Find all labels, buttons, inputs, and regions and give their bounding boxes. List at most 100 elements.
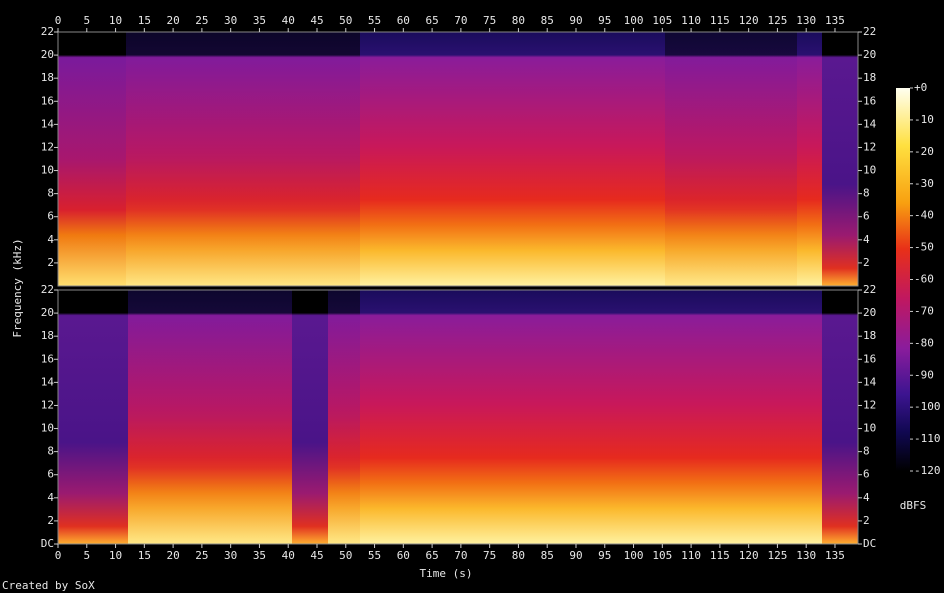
y-tick-label: 14 <box>41 117 55 130</box>
x-tick-label: 85 <box>541 14 554 27</box>
x-tick-label: 60 <box>397 549 410 562</box>
y-tick-label: 18 <box>41 329 54 342</box>
y-tick-label: 22 <box>863 283 876 296</box>
y-tick-label: 6 <box>47 210 54 223</box>
y-tick-label: 20 <box>863 306 876 319</box>
y-tick-label: 12 <box>863 140 876 153</box>
y-tick-label: 14 <box>863 117 877 130</box>
colorbar-tick-label: -20 <box>914 145 934 158</box>
y-tick-label: 8 <box>47 187 54 200</box>
x-tick-label: 50 <box>339 549 352 562</box>
x-tick-label: 135 <box>825 14 845 27</box>
x-tick-label: 50 <box>339 14 352 27</box>
x-tick-label: 15 <box>138 549 151 562</box>
y-tick-label: 10 <box>863 422 876 435</box>
x-tick-label: 30 <box>224 14 237 27</box>
y-tick-label: 2 <box>47 256 54 269</box>
x-tick-label: 80 <box>512 14 525 27</box>
x-tick-label: 25 <box>195 549 208 562</box>
x-tick-label: 65 <box>425 14 438 27</box>
y-tick-label: 12 <box>41 140 54 153</box>
y-tick-label: 12 <box>863 398 876 411</box>
y-tick-label: 6 <box>863 468 870 481</box>
y-tick-label: 2 <box>863 514 870 527</box>
colorbar-tick-label: -40 <box>914 209 934 222</box>
x-tick-label: 40 <box>282 549 295 562</box>
footer: Created by SoX <box>2 579 95 592</box>
y-tick-label: 20 <box>863 48 876 61</box>
x-tick-label: 0 <box>55 549 62 562</box>
x-tick-label: 65 <box>425 549 438 562</box>
colorbar-label: dBFS <box>900 499 927 512</box>
x-tick-label: 105 <box>652 14 672 27</box>
x-tick-label: 90 <box>569 14 582 27</box>
x-tick-label: 80 <box>512 549 525 562</box>
y-tick-label: 2 <box>47 514 54 527</box>
colorbar-tick-label: -120 <box>914 464 941 477</box>
x-tick-label: 5 <box>83 549 90 562</box>
colorbar-tick-label: -110 <box>914 432 941 445</box>
y-tick-label: 12 <box>41 398 54 411</box>
x-tick-label: 0 <box>55 14 62 27</box>
colorbar-tick-label: -30 <box>914 177 934 190</box>
colorbar-tick-label: -70 <box>914 304 934 317</box>
x-tick-label: 105 <box>652 549 672 562</box>
y-tick-label: 20 <box>41 306 54 319</box>
y-tick-label: 14 <box>41 375 55 388</box>
x-tick-label: 75 <box>483 549 496 562</box>
x-tick-label: 55 <box>368 14 381 27</box>
x-tick-label: 135 <box>825 549 845 562</box>
x-tick-label: 75 <box>483 14 496 27</box>
y-tick-label: 6 <box>863 210 870 223</box>
x-tick-label: 115 <box>710 549 730 562</box>
x-tick-label: 120 <box>739 549 759 562</box>
x-tick-label: 95 <box>598 14 611 27</box>
y-tick-label: 4 <box>863 491 870 504</box>
y-tick-label: 16 <box>41 94 54 107</box>
y-tick-label: 20 <box>41 48 54 61</box>
y-tick-label: 4 <box>47 233 54 246</box>
x-tick-label: 15 <box>138 14 151 27</box>
y-tick-label: 4 <box>47 491 54 504</box>
colorbar-tick-label: -50 <box>914 241 934 254</box>
x-tick-label: 90 <box>569 549 582 562</box>
x-tick-label: 85 <box>541 549 554 562</box>
x-tick-label: 125 <box>767 14 787 27</box>
x-tick-label: 25 <box>195 14 208 27</box>
x-tick-label: 125 <box>767 549 787 562</box>
x-tick-label: 20 <box>166 14 179 27</box>
y-tick-label: 18 <box>863 71 876 84</box>
y-tick-label: 18 <box>863 329 876 342</box>
x-tick-label: 45 <box>310 14 323 27</box>
y-tick-label: 16 <box>863 94 876 107</box>
channel-2-image <box>58 290 858 544</box>
x-tick-label: 55 <box>368 549 381 562</box>
y-tick-label: 10 <box>41 422 54 435</box>
x-tick-label: 40 <box>282 14 295 27</box>
colorbar-tick-label: +0 <box>914 81 927 94</box>
plot-frame <box>57 31 859 287</box>
x-tick-label: 35 <box>253 549 266 562</box>
x-tick-label: 95 <box>598 549 611 562</box>
colorbar-tick-label: -90 <box>914 368 934 381</box>
x-tick-label: 45 <box>310 549 323 562</box>
channel-1-image <box>58 32 858 286</box>
x-tick-label: 130 <box>796 549 816 562</box>
x-tick-label: 110 <box>681 549 701 562</box>
y-tick-label: DC <box>41 537 54 550</box>
x-tick-label: 5 <box>83 14 90 27</box>
x-tick-label: 100 <box>624 14 644 27</box>
x-axis-label: Time (s) <box>420 567 473 580</box>
y-tick-label: 16 <box>863 352 876 365</box>
y-tick-label: DC <box>863 537 876 550</box>
x-tick-label: 110 <box>681 14 701 27</box>
y-tick-label: 8 <box>47 445 54 458</box>
y-tick-label: 22 <box>41 283 54 296</box>
x-tick-label: 70 <box>454 14 467 27</box>
x-tick-label: 115 <box>710 14 730 27</box>
x-tick-label: 10 <box>109 549 122 562</box>
y-tick-label: 22 <box>863 25 876 38</box>
y-axis-label: Frequency (kHz) <box>11 238 24 337</box>
x-tick-label: 70 <box>454 549 467 562</box>
y-tick-label: 10 <box>863 164 876 177</box>
